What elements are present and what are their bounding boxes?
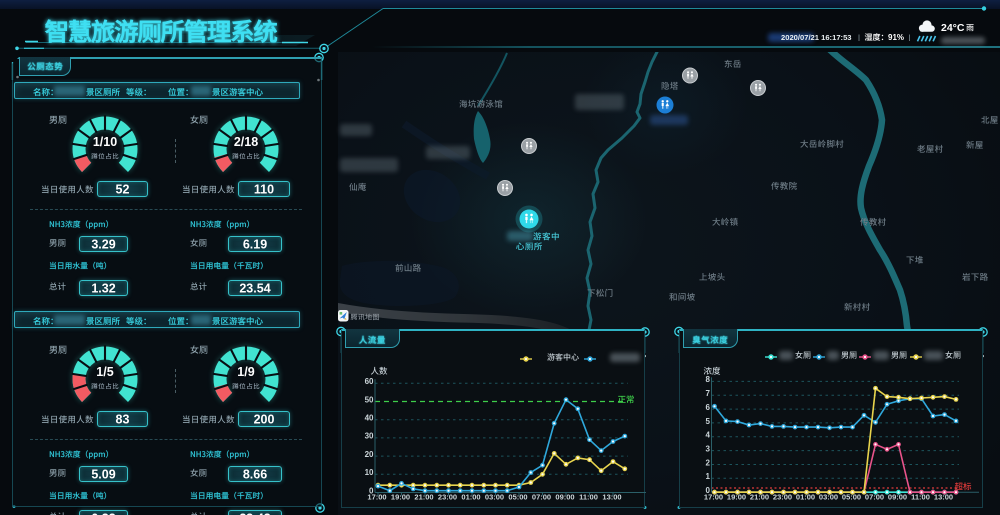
svg-text:50: 50 — [365, 395, 374, 404]
svg-text:60: 60 — [365, 377, 374, 386]
svg-text:1/10: 1/10 — [93, 135, 117, 149]
svg-text:30: 30 — [365, 432, 374, 441]
svg-text:1/5: 1/5 — [96, 365, 113, 379]
svg-text:09:00: 09:00 — [888, 493, 907, 502]
svg-text:91%: 91% — [888, 33, 904, 42]
svg-text:3.29: 3.29 — [91, 237, 115, 251]
svg-text:07:00: 07:00 — [532, 493, 551, 502]
svg-text:4: 4 — [706, 431, 711, 440]
svg-text:0.33: 0.33 — [91, 511, 115, 515]
svg-text:23:00: 23:00 — [773, 493, 792, 502]
svg-text:19:00: 19:00 — [727, 493, 746, 502]
svg-text:2/18: 2/18 — [234, 135, 258, 149]
svg-text:11:00: 11:00 — [579, 493, 598, 502]
svg-text:10: 10 — [365, 468, 374, 477]
svg-text:110: 110 — [254, 182, 274, 196]
svg-text:24°C: 24°C — [941, 22, 965, 34]
svg-text:03:00: 03:00 — [485, 493, 504, 502]
svg-text:23:00: 23:00 — [438, 493, 457, 502]
svg-text:1/9: 1/9 — [237, 365, 254, 379]
svg-text:11:00: 11:00 — [911, 493, 930, 502]
svg-text:05:00: 05:00 — [508, 493, 527, 502]
svg-text:6.19: 6.19 — [243, 237, 267, 251]
svg-text:21:00: 21:00 — [750, 493, 769, 502]
svg-text:2: 2 — [706, 458, 711, 467]
svg-text:17:00: 17:00 — [367, 493, 386, 502]
svg-text:23.54: 23.54 — [239, 281, 270, 295]
svg-text:1.32: 1.32 — [91, 281, 115, 295]
svg-text:5.09: 5.09 — [91, 467, 115, 481]
svg-text:3: 3 — [706, 444, 711, 453]
svg-text:01:00: 01:00 — [461, 493, 480, 502]
svg-text:0: 0 — [369, 486, 374, 495]
svg-text:23.43: 23.43 — [239, 511, 270, 515]
svg-text:17:00: 17:00 — [704, 493, 723, 502]
svg-text:20: 20 — [365, 450, 374, 459]
svg-text:6: 6 — [706, 403, 711, 412]
svg-text:2020/07/21 16:17:53: 2020/07/21 16:17:53 — [781, 33, 852, 42]
svg-text:03:00: 03:00 — [819, 493, 838, 502]
svg-text:13:00: 13:00 — [934, 493, 953, 502]
svg-text:40: 40 — [365, 414, 374, 423]
svg-text:7: 7 — [706, 389, 711, 398]
svg-text:8: 8 — [706, 375, 711, 384]
svg-text:07:00: 07:00 — [865, 493, 884, 502]
svg-text:09:00: 09:00 — [555, 493, 574, 502]
svg-text:0: 0 — [706, 486, 711, 495]
svg-text:01:00: 01:00 — [796, 493, 815, 502]
svg-text:5: 5 — [706, 417, 711, 426]
svg-text:21:00: 21:00 — [414, 493, 433, 502]
svg-text:52: 52 — [116, 182, 130, 196]
svg-text:13:00: 13:00 — [602, 493, 621, 502]
svg-text:05:00: 05:00 — [842, 493, 861, 502]
svg-text:8.66: 8.66 — [243, 467, 267, 481]
svg-text:19:00: 19:00 — [391, 493, 410, 502]
svg-text:1: 1 — [706, 472, 711, 481]
svg-text:200: 200 — [254, 412, 275, 426]
svg-text:83: 83 — [116, 412, 130, 426]
